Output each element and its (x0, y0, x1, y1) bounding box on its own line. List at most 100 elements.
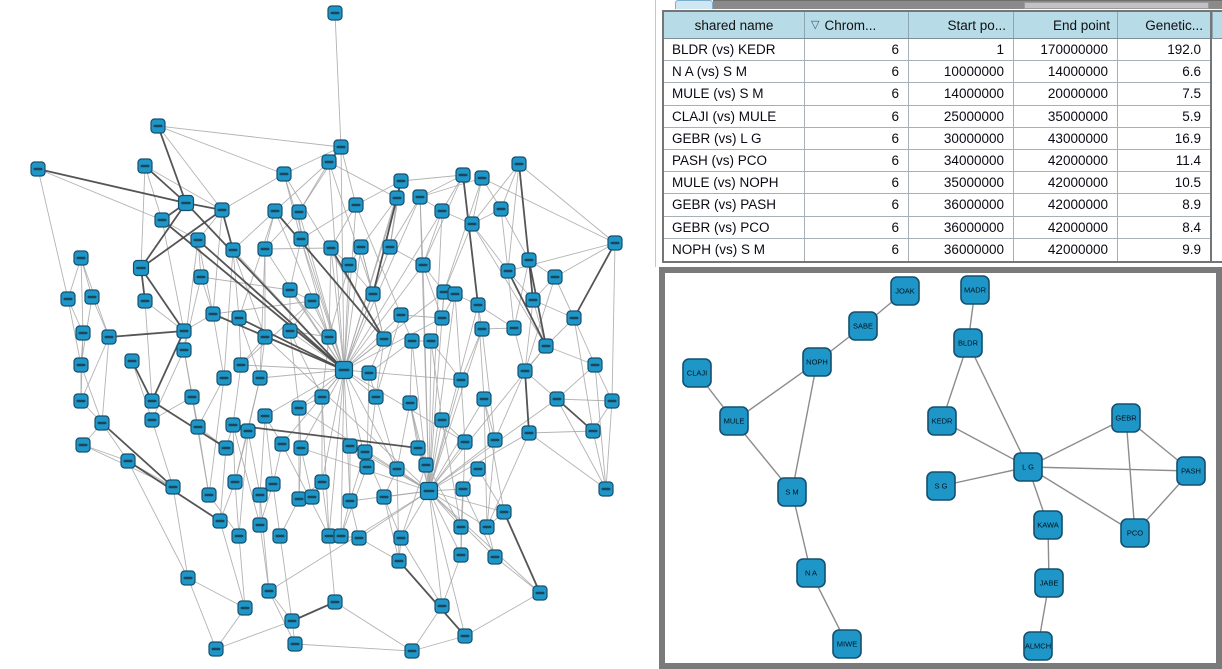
network-node[interactable] (342, 438, 358, 454)
network-node[interactable] (517, 363, 533, 379)
network-node[interactable] (276, 166, 292, 182)
network-node[interactable] (334, 360, 354, 380)
network-node[interactable] (190, 232, 206, 248)
network-node[interactable] (393, 173, 409, 189)
network-node[interactable] (521, 425, 537, 441)
network-node[interactable] (137, 158, 153, 174)
network-node[interactable]: MULE (719, 406, 749, 436)
network-node[interactable] (154, 212, 170, 228)
network-node[interactable] (434, 203, 450, 219)
network-node[interactable] (252, 517, 268, 533)
network-node[interactable] (120, 453, 136, 469)
network-node[interactable]: S G (926, 471, 956, 501)
network-node[interactable] (464, 216, 480, 232)
network-node[interactable] (216, 370, 232, 386)
network-node[interactable] (205, 306, 221, 322)
network-node[interactable] (257, 241, 273, 257)
network-node[interactable] (598, 481, 614, 497)
network-node[interactable] (272, 528, 288, 544)
network-node[interactable] (453, 372, 469, 388)
scrollbar-thumb[interactable] (1024, 2, 1209, 9)
network-node[interactable] (389, 190, 405, 206)
table-row[interactable]: PASH (vs) PCO 6 34000000 42000000 11.4 (664, 149, 1210, 173)
network-node[interactable] (267, 203, 283, 219)
table-row[interactable]: N A (vs) S M 6 10000000 14000000 6.6 (664, 61, 1210, 84)
network-node[interactable] (225, 417, 241, 433)
network-node[interactable] (525, 292, 541, 308)
network-node[interactable] (327, 594, 343, 610)
network-node[interactable]: KEDR (927, 406, 957, 436)
network-node[interactable] (566, 310, 582, 326)
network-node[interactable]: JABE (1034, 568, 1064, 598)
network-node[interactable] (75, 437, 91, 453)
network-node[interactable] (506, 320, 522, 336)
network-node[interactable] (291, 491, 307, 507)
network-node[interactable] (321, 329, 337, 345)
network-node[interactable] (252, 370, 268, 386)
network-node[interactable] (214, 202, 230, 218)
network-node[interactable] (447, 286, 463, 302)
table-row[interactable]: GEBR (vs) PASH 6 36000000 42000000 8.9 (664, 194, 1210, 217)
network-node[interactable] (453, 547, 469, 563)
network-node[interactable]: PCO (1120, 518, 1150, 548)
network-node[interactable] (391, 553, 407, 569)
network-node[interactable] (75, 325, 91, 341)
network-node[interactable] (585, 423, 601, 439)
network-node[interactable] (291, 400, 307, 416)
network-node[interactable] (212, 513, 228, 529)
network-node[interactable] (293, 440, 309, 456)
network-node[interactable] (402, 395, 418, 411)
network-node[interactable] (457, 434, 473, 450)
main-network-canvas[interactable] (0, 0, 655, 669)
network-node[interactable] (357, 444, 373, 460)
network-node[interactable] (237, 600, 253, 616)
network-node[interactable] (333, 528, 349, 544)
network-node[interactable] (476, 391, 492, 407)
network-node[interactable]: JOAK (890, 276, 920, 306)
network-node[interactable] (30, 161, 46, 177)
network-node[interactable]: N A (796, 558, 826, 588)
network-node[interactable] (365, 286, 381, 302)
network-node[interactable] (257, 329, 273, 345)
network-node[interactable] (470, 297, 486, 313)
network-node[interactable] (190, 419, 206, 435)
network-node[interactable] (293, 231, 309, 247)
network-node[interactable] (368, 389, 384, 405)
network-node[interactable] (547, 269, 563, 285)
network-node[interactable] (604, 393, 620, 409)
network-node[interactable] (304, 293, 320, 309)
network-node[interactable] (487, 432, 503, 448)
network-node[interactable] (511, 156, 527, 172)
column-header-start-position[interactable]: Start po... (909, 12, 1014, 38)
network-node[interactable] (393, 307, 409, 323)
network-node[interactable]: MIWE (832, 629, 862, 659)
network-node[interactable]: MADR (960, 275, 990, 305)
network-node[interactable]: GEBR (1111, 403, 1141, 433)
network-node[interactable] (434, 412, 450, 428)
network-node[interactable] (73, 357, 89, 373)
network-node[interactable] (132, 259, 150, 277)
network-node[interactable] (549, 391, 565, 407)
network-node[interactable] (218, 440, 234, 456)
column-header-end-point[interactable]: End point (1014, 12, 1118, 38)
network-node[interactable] (233, 357, 249, 373)
network-node[interactable] (323, 240, 339, 256)
network-node[interactable] (455, 481, 471, 497)
network-node[interactable] (101, 329, 117, 345)
network-node[interactable] (208, 641, 224, 657)
network-node[interactable] (376, 331, 392, 347)
column-header-genetic[interactable]: Genetic... (1118, 12, 1210, 38)
horizontal-scrollbar[interactable] (713, 0, 1222, 9)
network-node[interactable] (434, 310, 450, 326)
network-node[interactable]: L G (1013, 452, 1043, 482)
network-node[interactable]: KAWA (1033, 510, 1063, 540)
network-node[interactable] (94, 415, 110, 431)
network-node[interactable] (333, 139, 349, 155)
network-node[interactable] (341, 257, 357, 273)
table-row[interactable]: MULE (vs) NOPH 6 35000000 42000000 10.5 (664, 172, 1210, 195)
network-node[interactable] (359, 459, 375, 475)
network-node[interactable] (176, 323, 192, 339)
network-node[interactable] (419, 481, 439, 501)
network-node[interactable] (177, 194, 195, 212)
network-node[interactable] (389, 461, 405, 477)
